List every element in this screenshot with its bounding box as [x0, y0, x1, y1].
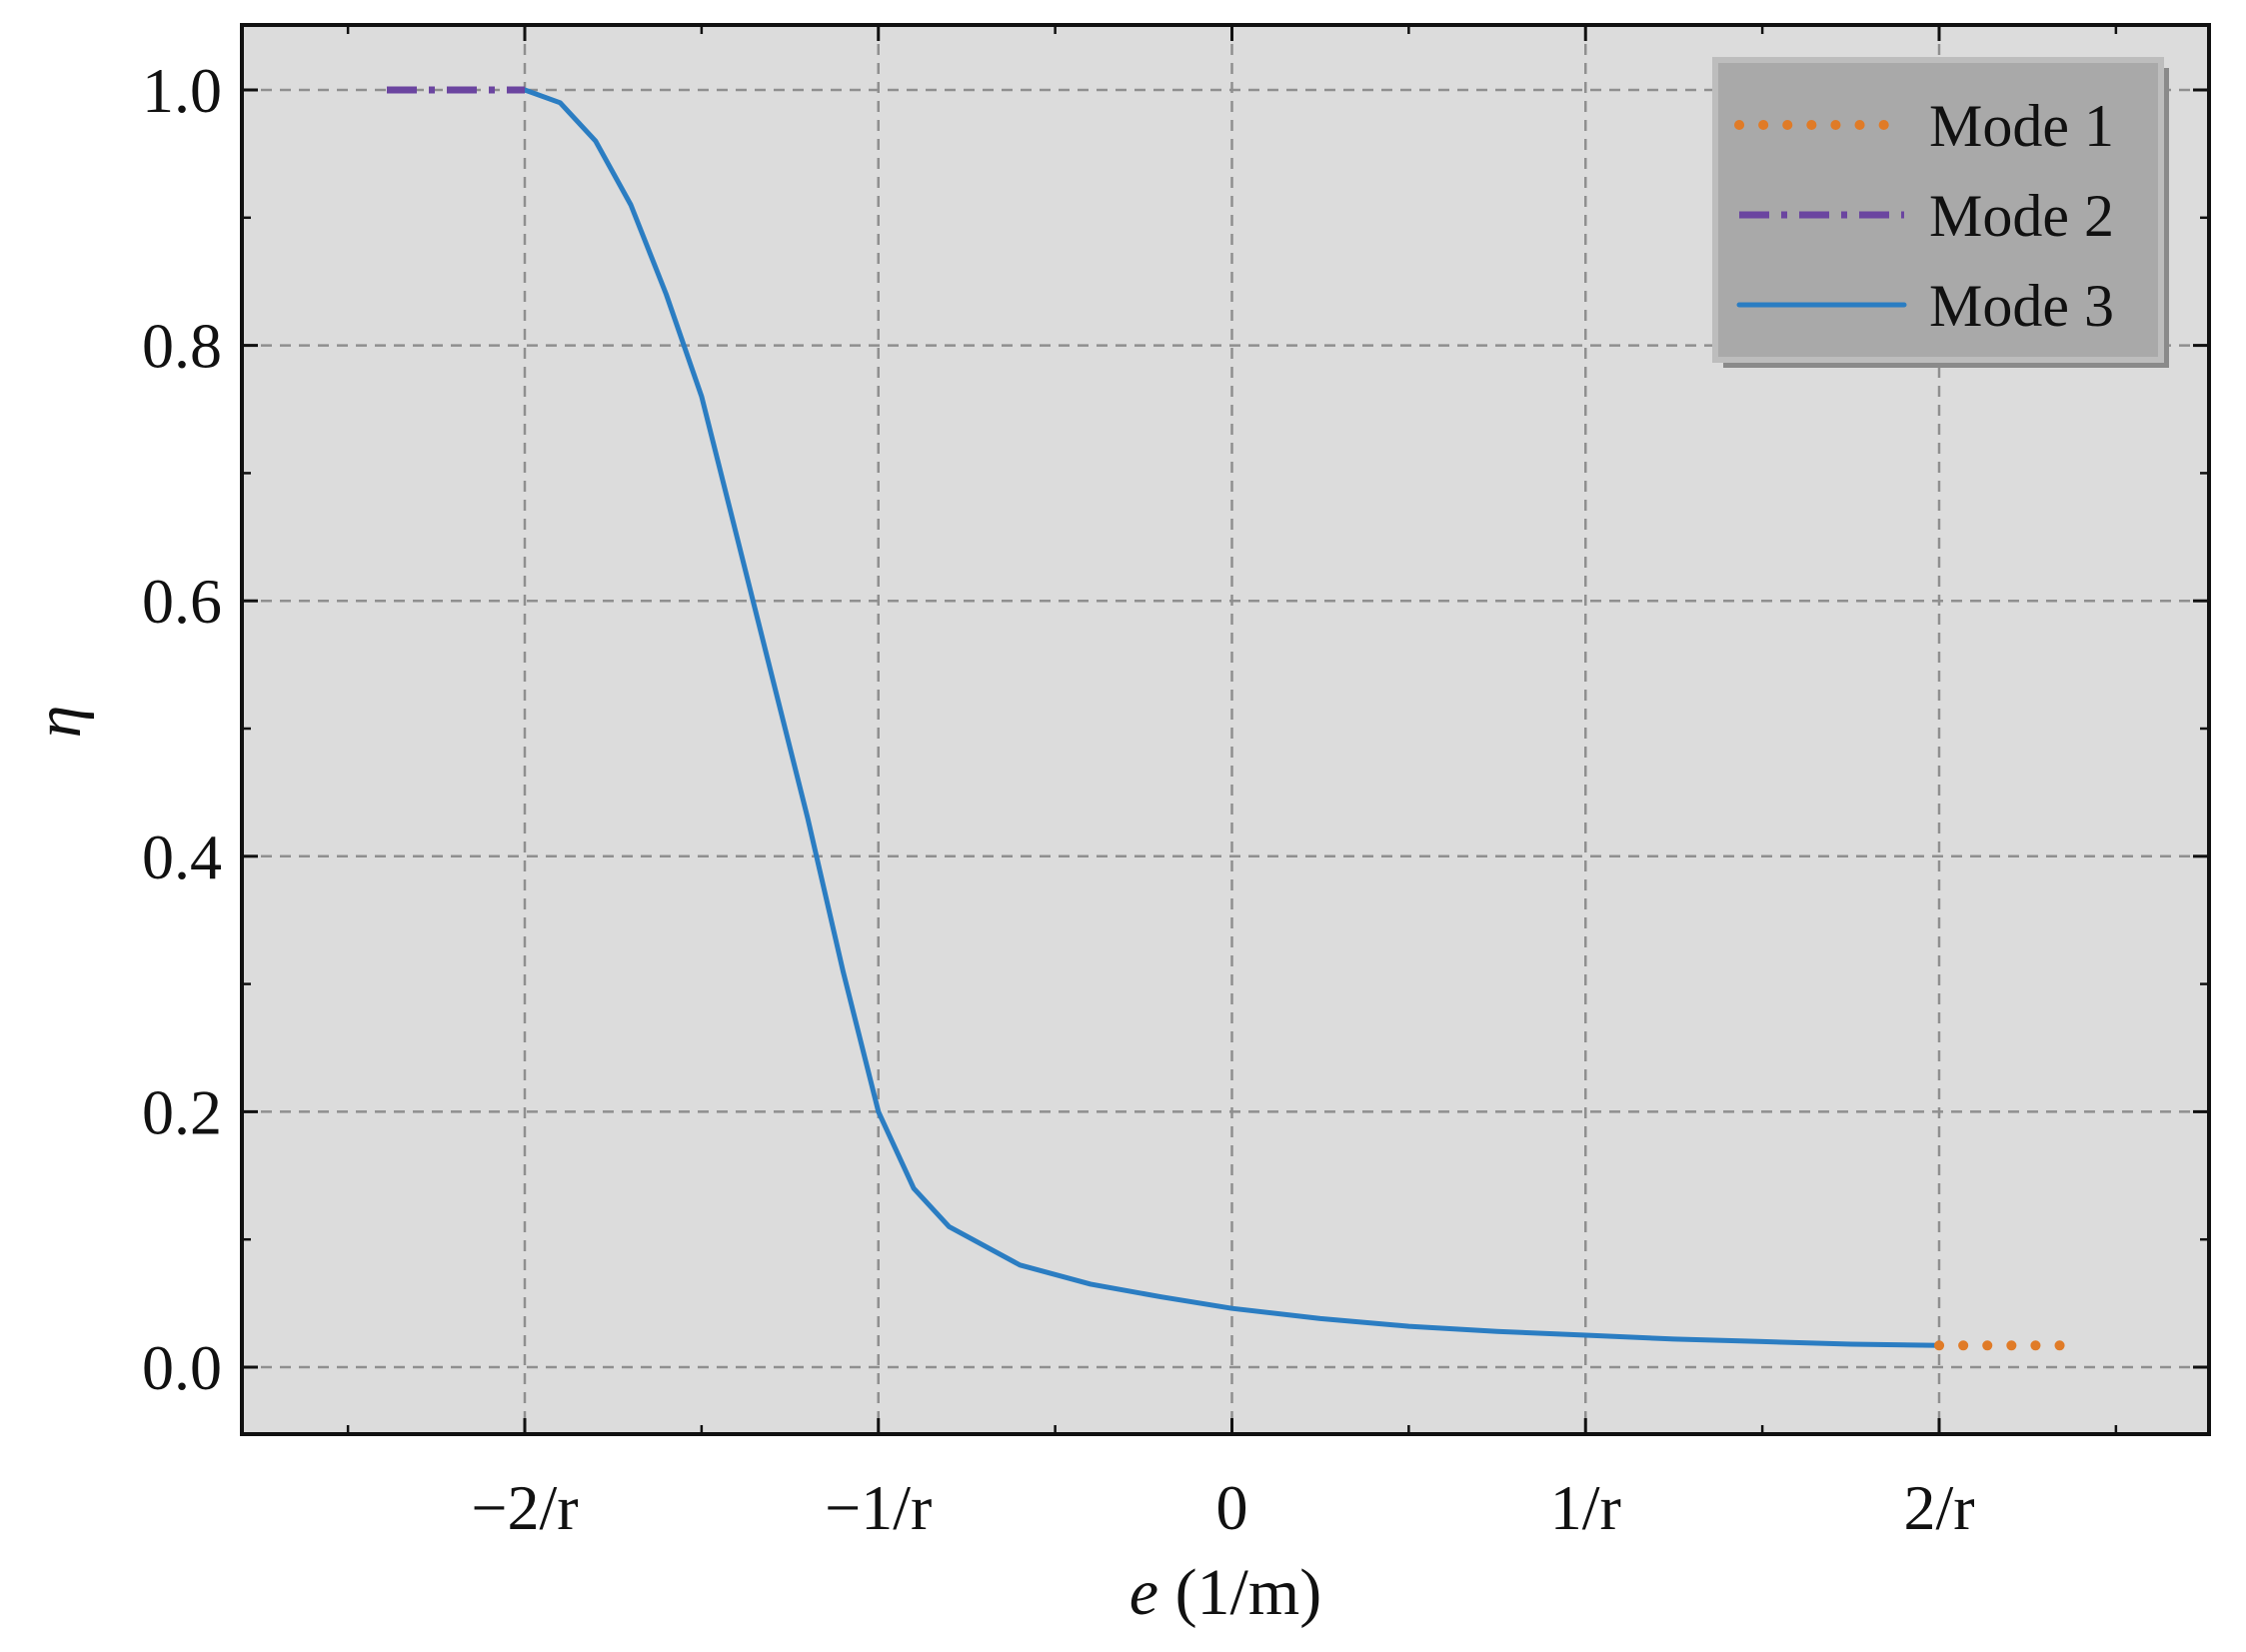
series-layer [387, 86, 2082, 1351]
legend: Mode 1 Mode 2 Mode 3 [1712, 57, 2169, 368]
legend-label-mode-1: Mode 1 [1929, 93, 2114, 159]
x-tick-label: 2/r [1903, 1472, 1974, 1543]
x-tick-label: 0 [1216, 1472, 1248, 1543]
series-line-mode-3 [522, 87, 1942, 1348]
y-axis-label: η [22, 706, 95, 739]
legend-box [1712, 57, 2164, 363]
y-tick-label: 0.4 [142, 822, 222, 892]
x-axis-label: e (1/m) [1129, 1556, 1321, 1629]
x-tick-label: −2/r [471, 1472, 578, 1543]
ticks [242, 25, 2209, 1434]
y-tick-label: 0.8 [142, 311, 222, 382]
legend-label-mode-2: Mode 2 [1929, 183, 2114, 249]
y-tick-label: 1.0 [142, 55, 222, 126]
y-tick-label: 0.6 [142, 566, 222, 637]
tick-labels: −2/r −1/r 0 1/r 2/r 0.0 0.2 0.4 0.6 0.8 1.0 [142, 55, 1975, 1543]
x-tick-label: −1/r [825, 1472, 932, 1543]
x-tick-label: 1/r [1550, 1472, 1621, 1543]
y-tick-label: 0.0 [142, 1332, 222, 1403]
y-tick-label: 0.2 [142, 1076, 222, 1147]
legend-label-mode-3: Mode 3 [1929, 273, 2114, 339]
